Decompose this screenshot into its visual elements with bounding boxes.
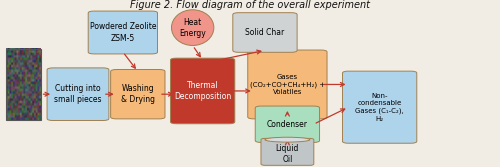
Ellipse shape [172,10,214,45]
Text: Cutting into
small pieces: Cutting into small pieces [54,84,102,104]
FancyBboxPatch shape [261,138,314,165]
FancyBboxPatch shape [248,50,327,119]
FancyBboxPatch shape [170,58,235,124]
Text: Gases
(CO₂+CO+CH₄+H₂) +
Volatiles: Gases (CO₂+CO+CH₄+H₂) + Volatiles [250,74,325,95]
FancyBboxPatch shape [233,13,297,52]
FancyBboxPatch shape [47,68,109,121]
Text: Non-
condensable
Gases (C₁-C₂),
H₂: Non- condensable Gases (C₁-C₂), H₂ [356,93,404,122]
Text: Condenser: Condenser [267,120,308,129]
Text: Thermal
Decomposition: Thermal Decomposition [174,81,232,101]
Ellipse shape [265,137,310,142]
Text: Figure 2. Flow diagram of the overall experiment: Figure 2. Flow diagram of the overall ex… [130,0,370,10]
FancyBboxPatch shape [255,106,320,142]
Text: Heat
Energy: Heat Energy [180,18,206,38]
FancyBboxPatch shape [110,69,165,119]
Text: Liquid
Oil: Liquid Oil [276,144,299,164]
Text: Solid Char: Solid Char [246,28,284,37]
Text: Powdered Zeolite
ZSM-5: Powdered Zeolite ZSM-5 [90,22,156,43]
FancyBboxPatch shape [342,71,417,143]
Text: Washing
& Drying: Washing & Drying [121,84,155,104]
FancyBboxPatch shape [88,11,158,54]
